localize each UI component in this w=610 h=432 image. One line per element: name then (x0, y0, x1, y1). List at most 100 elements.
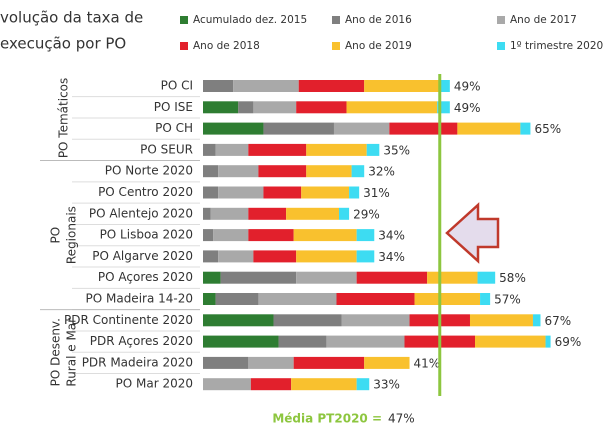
bar-segment (306, 143, 367, 156)
legend-swatch (332, 42, 340, 50)
bar-segment (215, 143, 249, 156)
bar-segment (389, 122, 458, 135)
group-label: Regionais (65, 206, 79, 264)
legend-swatch (497, 42, 505, 50)
category-label: PO Alentejo 2020 (89, 206, 193, 220)
bar-segment (218, 186, 264, 199)
bar-segment (349, 186, 360, 199)
total-label: 58% (499, 271, 526, 285)
bar-segment (263, 186, 302, 199)
bar-segment (296, 250, 357, 263)
bar-segment (273, 314, 342, 327)
bar-segment (203, 229, 214, 242)
total-label: 35% (383, 143, 410, 157)
bar-segment (439, 80, 450, 92)
bar-segment (213, 229, 249, 242)
category-label: PO Madeira 14-20 (85, 292, 193, 306)
bar-segment (457, 122, 521, 135)
legend-swatch (497, 16, 505, 24)
bar-segment (301, 186, 350, 199)
bar-segment (248, 143, 307, 156)
bar-segment (427, 271, 478, 284)
bar-segment (532, 314, 541, 327)
legend-label: 1º trimestre 2020 (510, 40, 603, 52)
legend-label: Ano de 2018 (193, 40, 260, 52)
bar-segment (218, 250, 254, 263)
group-label: PO Temáticos (57, 78, 71, 158)
bar-segment (203, 186, 219, 199)
bar-segment (291, 378, 357, 391)
bar-segment (238, 101, 254, 114)
total-label: 29% (353, 207, 380, 221)
bar-segment (250, 378, 292, 391)
category-label: PDR Madeira 2020 (82, 355, 193, 369)
bar-segment (364, 356, 410, 369)
bar-segment (326, 335, 405, 348)
legend-swatch (180, 16, 188, 24)
bar-segment (203, 250, 219, 263)
bar-segment (278, 335, 327, 348)
bar-segment (477, 271, 496, 284)
bar-segment (248, 207, 287, 220)
bar-segment (203, 101, 239, 114)
bar-segment (298, 80, 365, 92)
bar-segment (356, 378, 370, 391)
bar-segment (218, 165, 259, 178)
total-label: 32% (368, 165, 395, 179)
bar-segment (346, 101, 438, 114)
bar-segment (203, 314, 274, 327)
bar-segment (203, 378, 251, 391)
bar-segment (351, 165, 365, 178)
bar-segment (306, 165, 352, 178)
total-label: 33% (373, 378, 400, 392)
bar-segment (258, 293, 337, 305)
category-label: PO Algarve 2020 (92, 249, 193, 263)
bar-segment (203, 143, 216, 156)
bar-segment (333, 122, 390, 135)
legend-label: Ano de 2019 (345, 40, 412, 52)
bar-segment (469, 314, 533, 327)
bar-segment (356, 271, 428, 284)
bar-segment (356, 250, 375, 263)
category-label: PO Lisboa 2020 (100, 228, 193, 242)
category-label: PO ISE (154, 100, 193, 114)
legend-swatch (332, 16, 340, 24)
arrow (445, 202, 500, 264)
bar-segment (366, 143, 380, 156)
group-label: Rural e Mar (65, 318, 79, 387)
legend-label: Acumulado dez. 2015 (193, 14, 307, 26)
bar-segment (414, 293, 481, 305)
group-label: PO Desenv. (49, 318, 63, 386)
bar-segment (480, 293, 491, 305)
bar-segment (296, 271, 357, 284)
average-value: 47% (388, 412, 415, 426)
total-label: 65% (534, 122, 561, 136)
bar-segment (336, 293, 415, 305)
bar-segment (203, 271, 221, 284)
average-label: Média PT2020 = (272, 412, 382, 426)
legend-label: Ano de 2016 (345, 14, 412, 26)
bar-segment (248, 356, 294, 369)
bar-segment (296, 101, 347, 114)
bar-segment (203, 165, 219, 178)
bar-segment (364, 80, 440, 92)
category-label: PO Norte 2020 (105, 164, 193, 178)
bar-segment (339, 207, 350, 220)
bar-segment (203, 80, 234, 92)
title-line: execução por PO (0, 35, 126, 53)
bar-segment (210, 207, 249, 220)
bar-segment (203, 356, 249, 369)
bar-segment (253, 101, 297, 114)
total-label: 41% (414, 356, 441, 370)
bar-segment (545, 335, 551, 348)
bar-segment (520, 122, 531, 135)
total-label: 67% (545, 314, 572, 328)
bar-segment (248, 229, 294, 242)
bar-segment (203, 207, 211, 220)
bar-segment (341, 314, 410, 327)
total-label: 49% (454, 101, 481, 115)
bar-segment (475, 335, 546, 348)
category-label: PO Centro 2020 (98, 185, 193, 199)
total-label: 49% (454, 80, 481, 94)
bar-segment (203, 335, 279, 348)
